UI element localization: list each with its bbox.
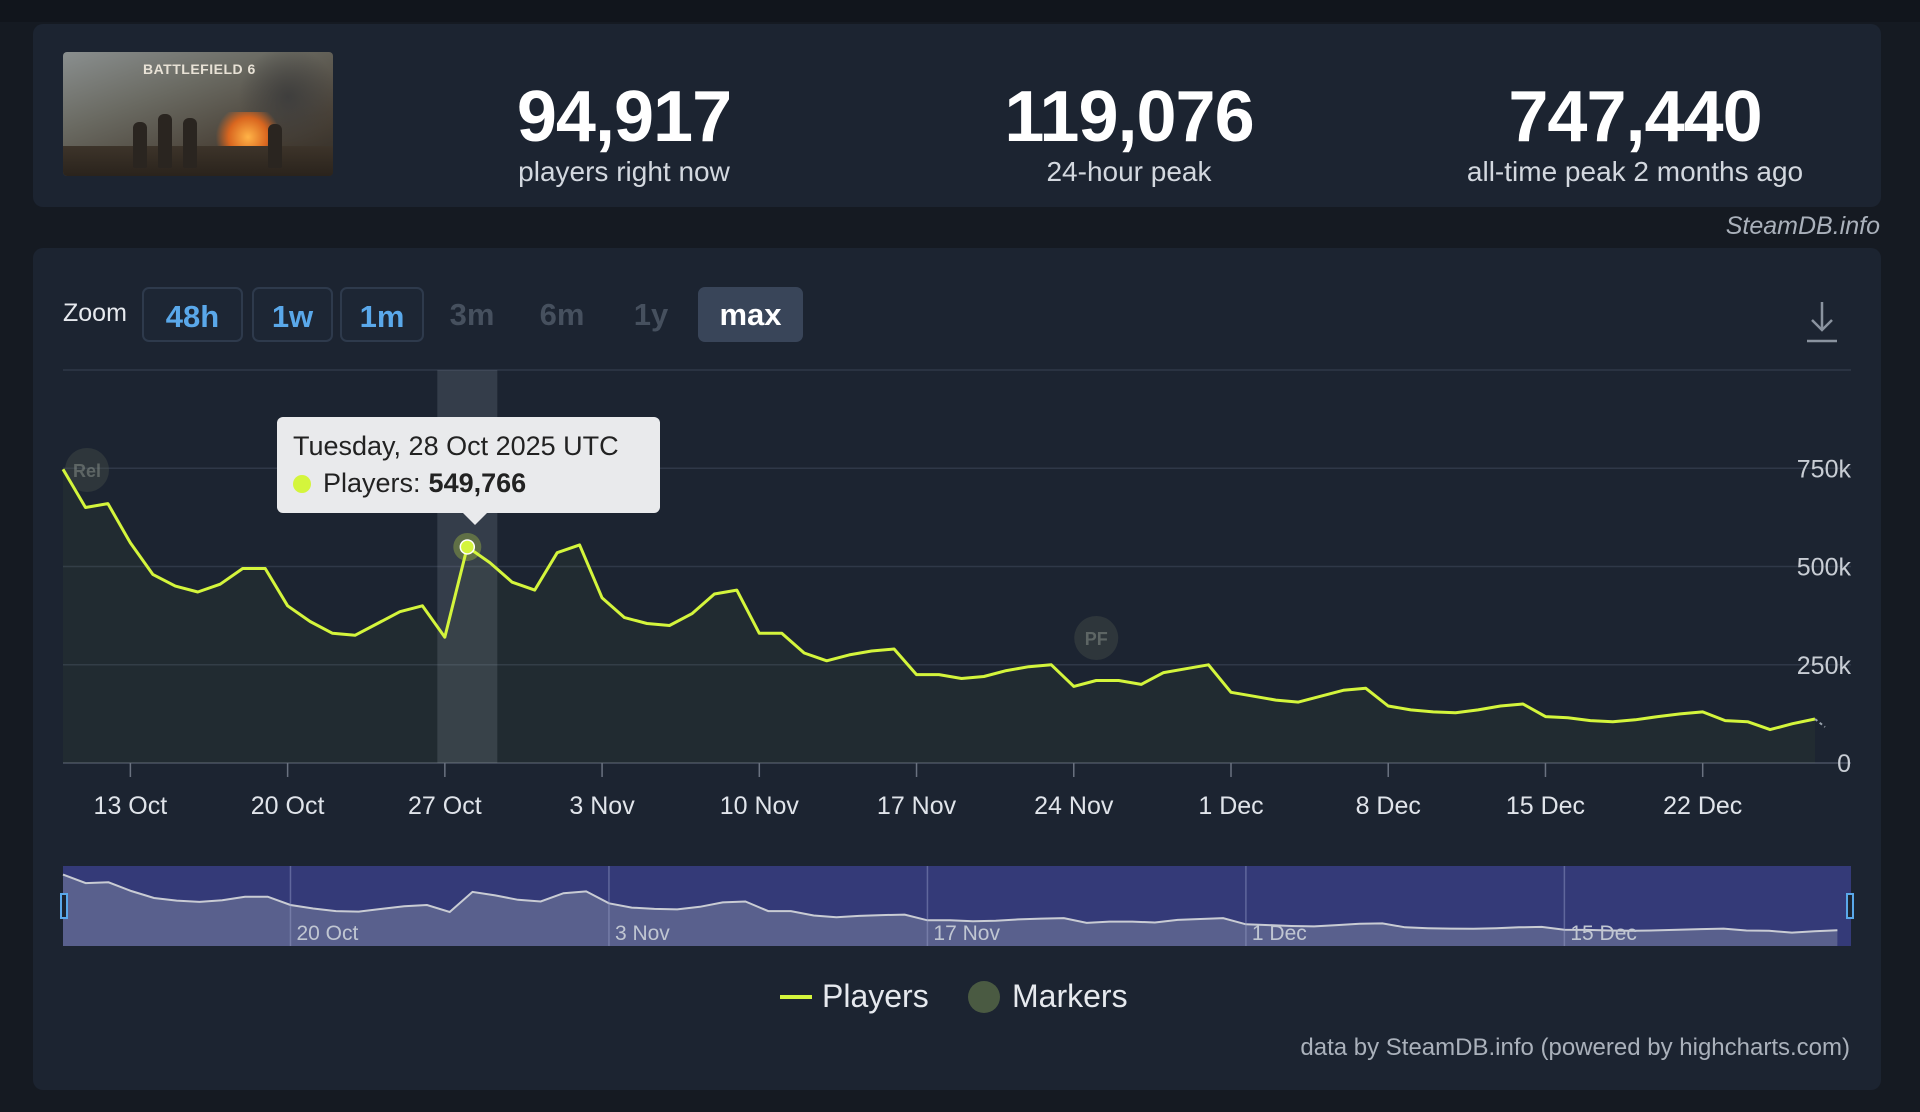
zoom-3m-button: 3m — [449, 297, 495, 332]
chart-legend: Players Markers — [0, 978, 1920, 1026]
x-tick-label: 15 Dec — [1506, 792, 1585, 820]
game-cover-image[interactable]: BATTLEFIELD 6 — [63, 52, 333, 176]
legend-markers-label: Markers — [1012, 978, 1128, 1014]
y-tick-label: 750k — [1797, 455, 1852, 483]
chart-credits[interactable]: data by SteamDB.info (powered by highcha… — [1300, 1034, 1850, 1061]
navigator-right-handle — [1846, 893, 1854, 919]
current-players-label: players right now — [518, 156, 730, 187]
x-tick-label: 8 Dec — [1356, 792, 1421, 820]
all-time-peak-label: all-time peak 2 months ago — [1466, 156, 1804, 187]
top-bar — [0, 0, 1920, 22]
x-tick-label: 13 Oct — [94, 792, 168, 820]
marker-rel-bubble — [65, 448, 109, 492]
zoom-1m-button[interactable]: 1m — [340, 287, 424, 342]
chart-tooltip: Tuesday, 28 Oct 2025 UTC Players: 549,76… — [277, 417, 660, 525]
navigator-line — [62, 873, 1838, 934]
tooltip-series-label: Players: — [323, 468, 421, 498]
marker-pf-bubble — [1074, 616, 1119, 660]
tooltip-value: 549,766 — [428, 468, 527, 498]
download-icon[interactable] — [1804, 300, 1840, 344]
all-time-peak-value: 747,440 — [1508, 77, 1762, 157]
navigator-tick-label: 1 Dec — [1252, 922, 1307, 945]
x-tick-label: 3 Nov — [569, 792, 635, 820]
zoom-1w-button[interactable]: 1w — [252, 287, 333, 342]
y-tick-label: 0 — [1837, 750, 1851, 778]
zoom-max-button[interactable]: max — [698, 287, 803, 342]
markers-circle-symbol — [968, 980, 1000, 1013]
chart-card — [33, 248, 1881, 1090]
x-tick-label: 10 Nov — [720, 792, 800, 820]
players-line-symbol — [780, 994, 812, 999]
players-area — [63, 469, 1815, 763]
highlight-point — [459, 539, 476, 555]
x-tick-label: 1 Dec — [1198, 792, 1263, 820]
zoom-label: Zoom — [63, 299, 127, 327]
navigator-area — [63, 874, 1838, 946]
peak-24h-label: 24-hour peak — [1046, 156, 1212, 187]
navigator-tick-label: 3 Nov — [615, 922, 670, 945]
y-tick-label: 250k — [1797, 652, 1852, 680]
navigator-tick-label: 15 Dec — [1570, 922, 1637, 945]
marker-rel-label: Rel — [73, 461, 101, 481]
legend-players-label: Players — [822, 978, 929, 1014]
zoom-48h-button[interactable]: 48h — [142, 287, 243, 342]
x-tick-label: 22 Dec — [1663, 792, 1742, 820]
navigator-left-handle — [60, 893, 68, 919]
navigator-background — [63, 866, 1851, 946]
stat-current-players: 94,917 players right now — [414, 80, 834, 188]
legend-item-markers[interactable]: Markers — [968, 978, 1128, 1015]
x-tick-label: 17 Nov — [877, 792, 957, 820]
stats-card: BATTLEFIELD 6 94,917 players right now 1… — [33, 24, 1881, 207]
navigator-tick-label: 17 Nov — [933, 922, 1000, 945]
players-line — [61, 468, 1816, 732]
game-art-title: BATTLEFIELD 6 — [143, 61, 256, 77]
tooltip-date: Tuesday, 28 Oct 2025 UTC — [293, 431, 619, 461]
players-line-tail — [1814, 718, 1826, 728]
x-tick-label: 24 Nov — [1034, 792, 1114, 820]
zoom-1y-button: 1y — [633, 297, 669, 332]
x-tick-label: 27 Oct — [408, 792, 482, 820]
steamdb-link[interactable]: SteamDB.info — [1725, 212, 1880, 240]
y-tick-label: 500k — [1797, 554, 1852, 582]
x-tick-label: 20 Oct — [251, 792, 325, 820]
stat-24h-peak: 119,076 24-hour peak — [919, 80, 1339, 188]
navigator-tick-label: 20 Oct — [296, 922, 358, 945]
peak-24h-value: 119,076 — [1004, 77, 1254, 157]
marker-pf-label: PF — [1085, 629, 1108, 649]
zoom-6m-button: 6m — [539, 297, 585, 332]
legend-item-players[interactable]: Players — [780, 978, 929, 1015]
tooltip-series-dot — [293, 474, 311, 493]
current-players-value: 94,917 — [516, 77, 732, 157]
stat-all-time-peak: 747,440 all-time peak 2 months ago — [1425, 80, 1845, 188]
